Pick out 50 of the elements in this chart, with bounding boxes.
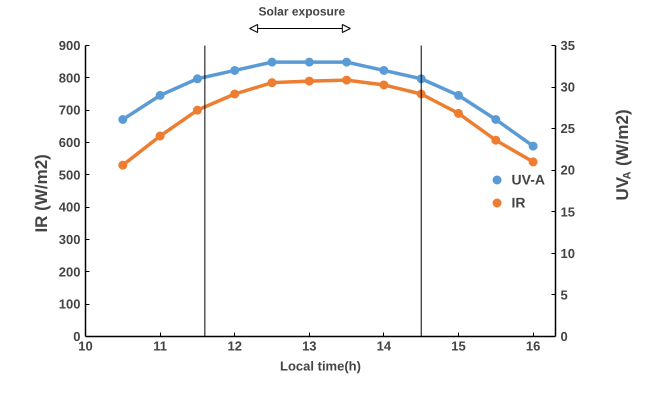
y-tick-label: 800 <box>58 70 81 86</box>
x-tick-label: 16 <box>526 338 540 354</box>
legend-label: IR <box>512 194 527 210</box>
y2-tick-label: 10 <box>560 246 575 261</box>
x-tick-label: 13 <box>302 338 317 354</box>
y-tick-label: 300 <box>58 232 81 247</box>
point <box>268 78 277 88</box>
point <box>454 90 464 100</box>
point <box>454 108 464 118</box>
point <box>156 132 165 141</box>
y2-tick-label: 35 <box>560 38 575 53</box>
x-tick-label: 11 <box>153 338 167 354</box>
point <box>118 115 128 124</box>
y2-tick-label: 20 <box>560 162 575 178</box>
text: Solar exposure <box>258 4 346 18</box>
x-axis-title: Local time(h) <box>280 358 361 374</box>
point <box>491 115 500 124</box>
point <box>192 106 202 115</box>
point <box>379 66 388 75</box>
point <box>304 76 314 86</box>
y2-tick-label: 15 <box>560 204 575 220</box>
point <box>118 160 128 170</box>
y-tick-label: 900 <box>58 38 81 53</box>
point <box>528 142 538 151</box>
y-tick-label: 500 <box>58 167 81 182</box>
point <box>491 136 500 145</box>
y2-tick-label: 5 <box>560 287 568 302</box>
point <box>379 80 388 90</box>
y2-tick-label: 25 <box>560 121 575 136</box>
x-tick-label: 12 <box>227 338 242 354</box>
x-tick-label: 15 <box>451 338 466 354</box>
y2-tick-label: 0 <box>560 329 568 344</box>
y2-tick-label: 30 <box>560 80 575 95</box>
point <box>528 157 538 166</box>
point <box>268 58 277 67</box>
y-tick-label: 600 <box>58 135 81 150</box>
y-axis-title: IR (W/m2) <box>32 154 51 233</box>
point <box>304 58 314 67</box>
x-tick-label: 14 <box>376 338 392 354</box>
y-tick-label: 700 <box>58 102 81 118</box>
y-tick-label: 400 <box>58 200 81 215</box>
point <box>342 58 352 67</box>
point <box>230 66 240 75</box>
legend-label: UV-A <box>512 171 545 187</box>
y-tick-label: 200 <box>58 264 81 280</box>
point <box>192 74 202 84</box>
point <box>342 76 352 85</box>
point <box>156 90 165 100</box>
point <box>230 90 240 98</box>
y-tick-label: 100 <box>58 296 81 312</box>
